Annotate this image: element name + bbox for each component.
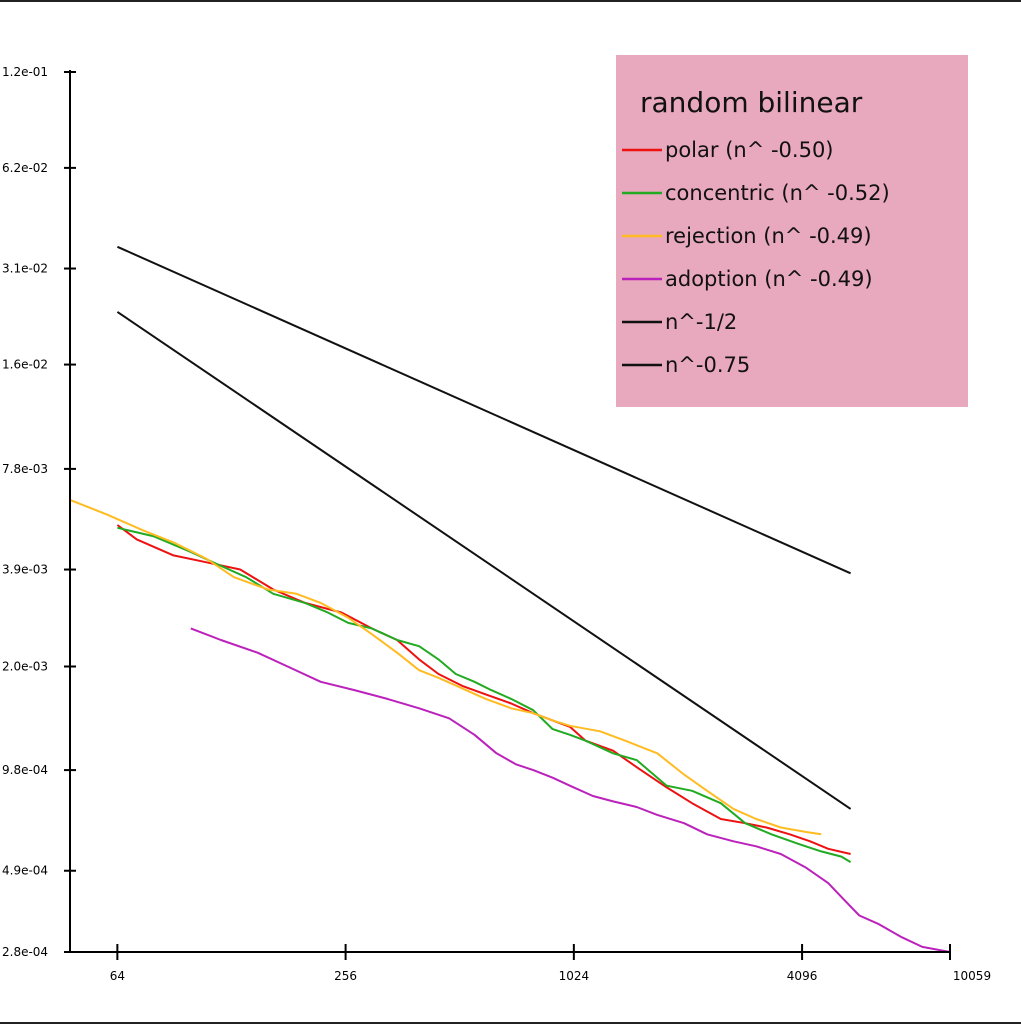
y-tick-label: 7.8e-03	[2, 462, 48, 476]
legend-box	[616, 55, 968, 407]
legend-label: n^-1/2	[665, 310, 737, 334]
y-tick-label: 1.6e-02	[2, 358, 48, 372]
y-tick-label: 3.1e-02	[2, 262, 48, 276]
y-tick-label: 9.8e-04	[2, 763, 48, 777]
legend-label: n^-0.75	[665, 353, 750, 377]
legend-entries: polar (n^ -0.50) concentric (n^ -0.52) rej…	[622, 138, 890, 377]
x-tick-label: 10059	[953, 969, 991, 983]
y-tick-label: 2.0e-03	[2, 660, 48, 674]
legend: random bilinear polar (n^ -0.50) concentr…	[616, 55, 968, 407]
series-line-polar-n-0-50	[116, 524, 851, 855]
y-tick-label: 4.9e-04	[2, 864, 48, 878]
series-line-concentric-n-0-52	[117, 526, 852, 863]
series-line-n-0-75	[116, 311, 852, 810]
y-tick-label: 2.8e-04	[2, 945, 48, 959]
x-tick-label: 1024	[559, 969, 590, 983]
series-line-adoption-n-0-49	[190, 627, 951, 953]
x-tick-label: 64	[110, 969, 125, 983]
y-tick-label: 3.9e-03	[2, 563, 48, 577]
legend-label: rejection (n^ -0.49)	[665, 224, 872, 248]
y-tick-label: 6.2e-02	[2, 161, 48, 175]
legend-label: polar (n^ -0.50)	[665, 138, 834, 162]
series-line-n-1-2	[116, 245, 852, 575]
series-line-rejection-n-0-49	[69, 498, 822, 836]
axes-layer: 2.8e-04 4.9e-04 9.8e-04 2.0e-03 3.9e-03 7.8e-…	[2, 65, 991, 983]
legend-label: adoption (n^ -0.49)	[665, 267, 873, 291]
x-tick-label: 4096	[787, 969, 818, 983]
series-layer	[69, 245, 951, 953]
legend-title: random bilinear	[640, 86, 863, 119]
top-frame-line	[0, 0, 1021, 2]
legend-label: concentric (n^ -0.52)	[665, 181, 890, 205]
bottom-frame-line	[0, 1022, 1021, 1024]
x-tick-label: 256	[334, 969, 357, 983]
y-tick-label: 1.2e-01	[2, 65, 48, 79]
